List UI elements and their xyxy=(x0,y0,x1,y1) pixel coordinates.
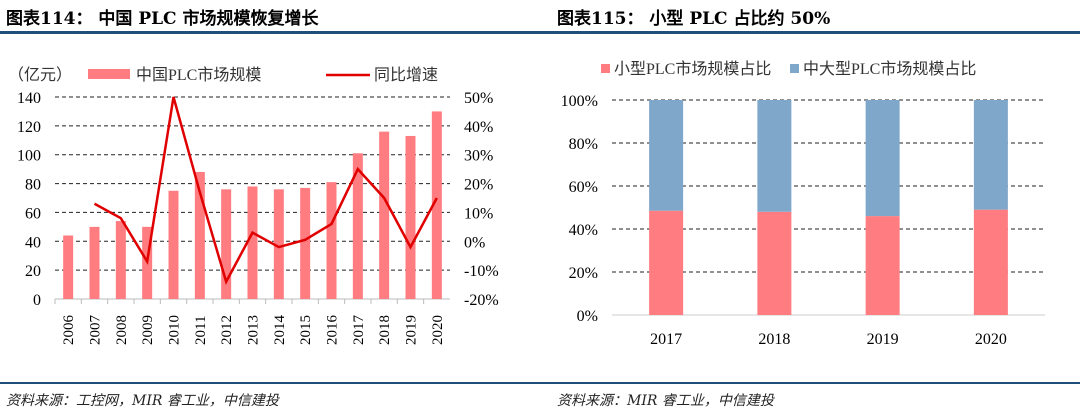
unit-label: （亿元） xyxy=(8,66,72,84)
bar xyxy=(379,131,390,299)
stacked-bar-segment xyxy=(865,216,900,315)
y2-tick-label: 20% xyxy=(464,177,493,194)
right-chart-title: 图表115： 小型 PLC 占比约 50% xyxy=(557,9,831,29)
bar xyxy=(405,135,416,299)
y-tick-label: 60% xyxy=(569,179,598,196)
x-tick-label: 2019 xyxy=(404,315,420,345)
bar xyxy=(221,189,232,299)
y2-tick-label: -10% xyxy=(464,263,499,280)
left-chart-title: 图表114： 中国 PLC 市场规模恢复增长 xyxy=(6,9,319,29)
bar xyxy=(63,235,74,299)
legend-label: 中国PLC市场规模 xyxy=(136,66,261,84)
bar xyxy=(247,186,258,299)
y-tick-label: 80% xyxy=(569,136,598,153)
x-tick-label: 2017 xyxy=(650,331,682,348)
y-tick-label: 140 xyxy=(17,90,41,107)
legend-swatch-bar xyxy=(88,69,130,79)
stacked-bar-segment xyxy=(973,100,1008,210)
stacked-bar-segment xyxy=(865,100,900,217)
x-tick-label: 2012 xyxy=(219,315,235,345)
y-tick-label: 120 xyxy=(17,119,41,136)
y-tick-label: 100% xyxy=(561,93,598,110)
bar xyxy=(326,182,337,299)
bar xyxy=(194,172,205,299)
legend-swatch xyxy=(601,64,610,73)
x-tick-label: 2020 xyxy=(975,331,1007,348)
legend-label: 同比增速 xyxy=(374,66,438,84)
bar xyxy=(431,111,442,299)
y-tick-label: 80 xyxy=(25,177,41,194)
y2-tick-label: 10% xyxy=(464,205,493,222)
stacked-bar-segment xyxy=(757,100,792,212)
x-tick-label: 2015 xyxy=(298,315,314,345)
stacked-bar-segment xyxy=(649,100,684,211)
x-tick-label: 2016 xyxy=(325,315,341,346)
x-tick-label: 2010 xyxy=(167,315,183,345)
y-tick-label: 40 xyxy=(25,234,41,251)
bottom-divider xyxy=(0,382,1080,384)
legend-label: 中大型PLC市场规模占比 xyxy=(803,60,976,78)
y-tick-label: 0% xyxy=(577,308,598,325)
x-tick-label: 2018 xyxy=(377,315,393,345)
x-tick-label: 2007 xyxy=(88,315,104,346)
bar xyxy=(352,153,363,299)
x-tick-label: 2013 xyxy=(246,315,262,345)
bar xyxy=(273,189,284,299)
left-source: 资料来源：工控网，MIR 睿工业，中信建投 xyxy=(6,393,279,409)
y-tick-label: 60 xyxy=(25,205,41,222)
x-tick-label: 2020 xyxy=(430,315,446,345)
legend-swatch xyxy=(790,64,799,73)
y-tick-label: 40% xyxy=(569,222,598,239)
bar xyxy=(115,221,126,299)
x-tick-label: 2009 xyxy=(140,315,156,345)
legend-label: 小型PLC市场规模占比 xyxy=(614,60,771,78)
x-tick-label: 2017 xyxy=(351,315,367,346)
stacked-bar-segment xyxy=(757,211,792,315)
stacked-bar-segment xyxy=(973,209,1008,315)
bar xyxy=(300,187,311,299)
y2-tick-label: 30% xyxy=(464,148,493,165)
x-tick-label: 2008 xyxy=(114,315,130,345)
bar xyxy=(89,226,100,299)
y-tick-label: 20 xyxy=(25,263,41,280)
stacked-bar-segment xyxy=(649,210,684,315)
y2-tick-label: 0% xyxy=(464,234,485,251)
y-tick-label: 20% xyxy=(569,265,598,282)
x-tick-label: 2006 xyxy=(61,315,77,346)
right-source: 资料来源：MIR 睿工业，中信建投 xyxy=(557,393,774,409)
y-tick-label: 0 xyxy=(33,292,41,309)
top-divider xyxy=(0,31,1080,34)
y-tick-label: 100 xyxy=(17,148,41,165)
y2-tick-label: 50% xyxy=(464,90,493,107)
y2-tick-label: -20% xyxy=(464,292,499,309)
x-tick-label: 2018 xyxy=(758,331,790,348)
bar xyxy=(168,190,179,299)
x-tick-label: 2014 xyxy=(272,315,288,346)
y2-tick-label: 40% xyxy=(464,119,493,136)
growth-line xyxy=(93,96,438,285)
x-tick-label: 2019 xyxy=(867,331,899,348)
x-tick-label: 2011 xyxy=(193,316,209,345)
